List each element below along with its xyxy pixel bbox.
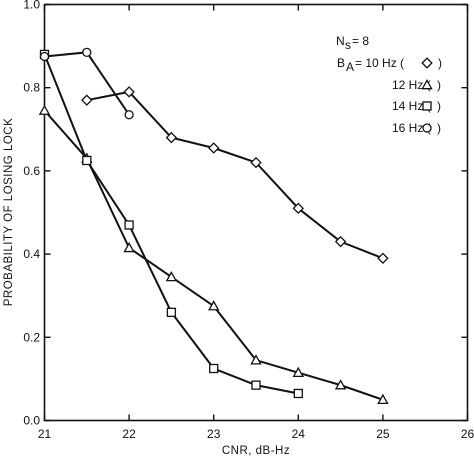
data-point-diamond bbox=[250, 156, 262, 169]
y-tick-label: 0.6 bbox=[23, 164, 40, 178]
legend-marker-diamond bbox=[421, 57, 433, 69]
data-point-circle bbox=[82, 47, 92, 57]
data-point-diamond bbox=[123, 86, 135, 98]
x-tick-label: 22 bbox=[122, 427, 136, 441]
data-point-diamond bbox=[334, 235, 347, 248]
series-line-square bbox=[43, 54, 299, 395]
data-point-triangle bbox=[334, 379, 347, 390]
data-point-triangle bbox=[377, 393, 389, 405]
legend-label-triangle: 12 Hz ( bbox=[392, 78, 431, 92]
y-tick-label: 0.0 bbox=[23, 414, 40, 428]
y-tick-label: 1.0 bbox=[23, 0, 40, 12]
y-axis-title: PROBABILITY OF LOSING LOCK bbox=[3, 118, 15, 307]
data-point-square bbox=[209, 363, 219, 374]
data-point-diamond bbox=[292, 202, 305, 215]
legend-close-paren: ) bbox=[437, 121, 441, 135]
legend-ns-value: = 8 bbox=[352, 34, 369, 48]
x-tick-label: 24 bbox=[292, 427, 306, 441]
data-point-triangle bbox=[250, 354, 262, 365]
legend-marker-circle bbox=[422, 123, 432, 133]
data-point-square bbox=[82, 155, 92, 166]
y-tick-label: 0.2 bbox=[23, 330, 40, 344]
plot-frame bbox=[43, 3, 469, 422]
data-point-triangle bbox=[292, 366, 305, 377]
legend-ns-symbol: N bbox=[336, 34, 345, 48]
data-point-triangle bbox=[123, 241, 135, 253]
x-tick-label: 23 bbox=[207, 427, 221, 441]
data-point-square bbox=[251, 380, 261, 390]
legend-label-square: 14 Hz ( bbox=[392, 99, 431, 113]
data-point-diamond bbox=[81, 94, 93, 106]
data-point-triangle bbox=[38, 104, 51, 115]
data-point-diamond bbox=[207, 142, 220, 154]
legend-ns-subscript: s bbox=[345, 38, 351, 52]
data-point-square bbox=[293, 388, 303, 399]
data-point-square bbox=[124, 220, 134, 230]
data-point-square bbox=[166, 307, 177, 317]
legend-label-circle: 16 Hz ( bbox=[392, 121, 431, 135]
x-tick-label: 21 bbox=[38, 427, 52, 441]
data-point-diamond bbox=[377, 252, 389, 264]
data-point-triangle bbox=[207, 300, 220, 311]
y-tick-label: 0.8 bbox=[23, 81, 40, 95]
legend-ba-symbol: B bbox=[337, 56, 345, 70]
data-point-circle bbox=[124, 110, 134, 120]
data-point-diamond bbox=[165, 131, 178, 144]
legend-close-paren: ) bbox=[438, 56, 442, 70]
data-point-circle bbox=[39, 51, 50, 62]
x-tick-label: 25 bbox=[376, 427, 390, 441]
legend-ba-value: = 10 Hz ( bbox=[355, 56, 404, 70]
legend-marker-triangle bbox=[421, 79, 433, 90]
legend-close-paren: ) bbox=[437, 78, 441, 92]
y-tick-label: 0.4 bbox=[23, 247, 40, 261]
legend-ba-subscript: A bbox=[346, 60, 354, 74]
legend-close-paren: ) bbox=[437, 99, 441, 113]
x-axis-title: CNR, dB-Hz bbox=[222, 445, 290, 457]
series-line-diamond bbox=[86, 90, 384, 260]
series-line-triangle bbox=[43, 109, 384, 401]
x-tick-label: 26 bbox=[461, 427, 474, 441]
data-point-triangle bbox=[165, 271, 178, 282]
legend-marker-square bbox=[422, 101, 432, 111]
